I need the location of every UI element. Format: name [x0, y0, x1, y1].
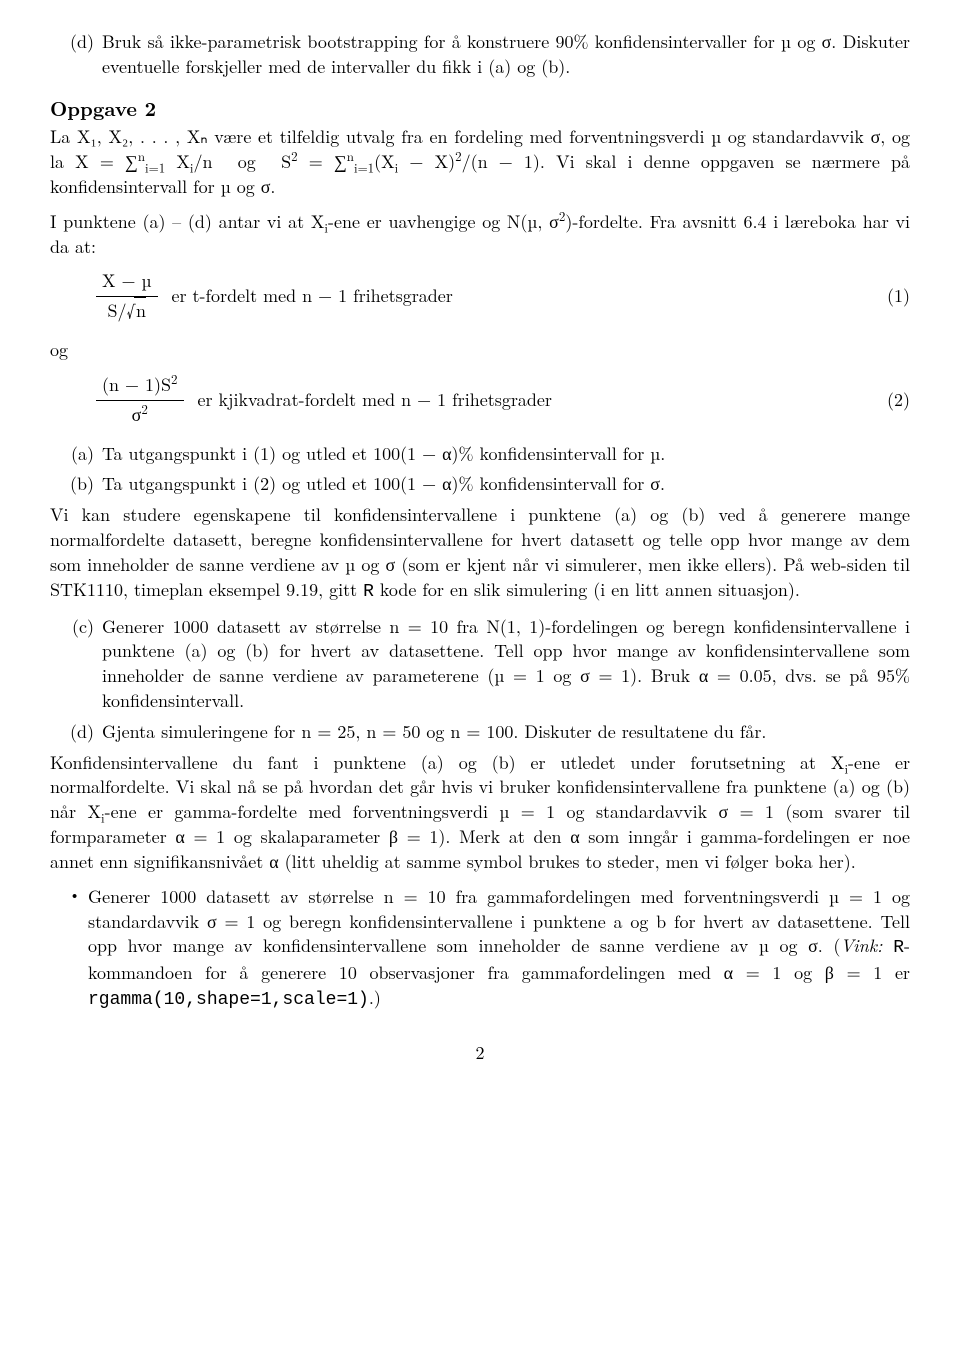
- code-inline: rgamma(10,shape=1,scale=1): [88, 990, 369, 1010]
- text: I punktene (a) – (d) antar vi at Xi-ene …: [50, 209, 910, 259]
- text: Konfidensintervallene du fant i punktene…: [50, 750, 910, 874]
- denominator: σ2: [96, 401, 184, 428]
- hint-label: Vink:: [840, 933, 882, 958]
- item-body: Generer 1000 datasett av størrelse n = 1…: [88, 885, 910, 1013]
- numerator: X − µ: [96, 269, 158, 297]
- text: [883, 933, 894, 958]
- item-body: Ta utgangspunkt i (1) og utled et 100(1 …: [102, 442, 910, 467]
- text: .): [369, 985, 381, 1010]
- equation-fraction: (n − 1)S2 σ2: [96, 373, 184, 428]
- equation-fraction: X − µ S/√n: [96, 269, 158, 324]
- section-heading-oppgave-2: Oppgave 2: [50, 94, 910, 122]
- bullet-icon: •: [50, 885, 88, 1013]
- paragraph-simulation-intro: Vi kan studere egenskapene til konfidens…: [50, 503, 910, 604]
- bullet-item-gamma-sim: • Generer 1000 datasett av størrelse n =…: [50, 885, 910, 1013]
- text: Bruk så ikke-parametrisk bootstrapping f…: [102, 29, 910, 79]
- list-item-d: (d) Gjenta simuleringene for n = 25, n =…: [50, 720, 910, 745]
- equation-1: X − µ S/√n er t-fordelt med n − 1 frihet…: [96, 269, 910, 324]
- item-label: (d): [50, 30, 102, 80]
- equation-number: (1): [870, 284, 910, 309]
- item-label: (c): [50, 615, 102, 714]
- equation-text: er kjikvadrat-fordelt med n − 1 frihetsg…: [198, 388, 871, 413]
- text: kode for en slik simulering (i en litt a…: [374, 577, 800, 602]
- code-inline: R: [893, 938, 904, 958]
- item-label: (d): [50, 720, 102, 745]
- text: Generer 1000 datasett av størrelse n = 1…: [88, 884, 910, 959]
- item-body: Generer 1000 datasett av størrelse n = 1…: [102, 615, 910, 714]
- equation-2: (n − 1)S2 σ2 er kjikvadrat-fordelt med n…: [96, 373, 910, 428]
- page-number: 2: [50, 1041, 910, 1066]
- list-item-b: (b) Ta utgangspunkt i (2) og utled et 10…: [50, 472, 910, 497]
- list-item-d-top: (d) Bruk så ikke-parametrisk bootstrappi…: [50, 30, 910, 80]
- list-item-c: (c) Generer 1000 datasett av størrelse n…: [50, 615, 910, 714]
- denominator: S/√n: [96, 297, 158, 324]
- equation-number: (2): [870, 388, 910, 413]
- code-inline: R: [363, 582, 374, 602]
- paragraph-gamma: Konfidensintervallene du fant i punktene…: [50, 751, 910, 875]
- item-body: Bruk så ikke-parametrisk bootstrapping f…: [102, 30, 910, 80]
- paragraph-assumptions: I punktene (a) – (d) antar vi at Xi-ene …: [50, 210, 910, 260]
- item-body: Gjenta simuleringene for n = 25, n = 50 …: [102, 720, 910, 745]
- numerator: (n − 1)S2: [96, 373, 184, 401]
- equation-text: er t-fordelt med n − 1 frihetsgrader: [172, 284, 871, 309]
- connector-og: og: [50, 338, 910, 363]
- item-label: (b): [50, 472, 102, 497]
- paragraph-intro: La X₁, X₂, . . . , Xₙ være et tilfeldig …: [50, 125, 910, 199]
- list-item-a: (a) Ta utgangspunkt i (1) og utled et 10…: [50, 442, 910, 467]
- item-label: (a): [50, 442, 102, 467]
- item-body: Ta utgangspunkt i (2) og utled et 100(1 …: [102, 472, 910, 497]
- inline-equation: X = ∑ni=1 Xi/n og S2 = ∑ni=1(Xi − X)2/(n…: [75, 149, 556, 174]
